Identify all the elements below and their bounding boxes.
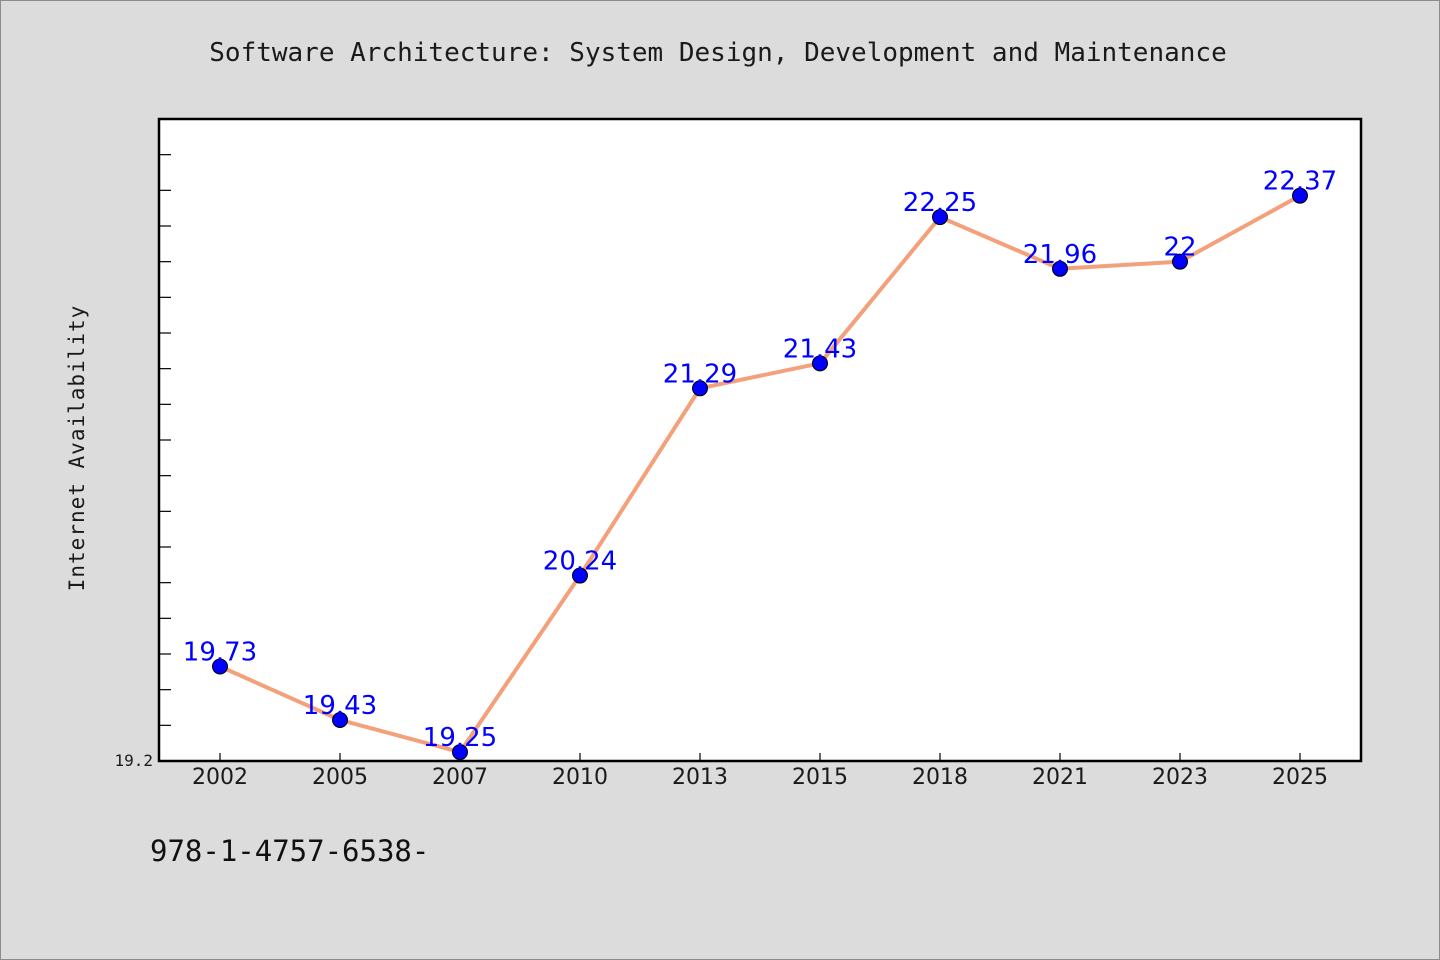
data-label: 21.43 [783, 334, 857, 364]
data-label: 19.43 [303, 691, 377, 721]
x-tick-label: 2010 [552, 765, 608, 790]
data-labels: 19.73 19.43 19.25 20.24 21.29 21.43 22.25 21.96… [183, 167, 1337, 753]
footnote-isbn: 978-1-4757-6538- [150, 834, 430, 868]
plot-area [157, 117, 1363, 763]
data-label: 22.37 [1263, 167, 1337, 197]
x-tick-label: 2002 [192, 765, 248, 790]
y-axis-label: Internet Availability [65, 305, 89, 592]
data-point [212, 658, 228, 675]
data-label: 21.96 [1023, 240, 1097, 270]
data-label: 21.29 [663, 359, 737, 389]
x-tick-label: 2007 [432, 765, 488, 790]
data-label: 19.25 [423, 723, 497, 753]
data-label: 22.25 [903, 188, 977, 218]
x-tick-label: 2013 [672, 765, 728, 790]
data-point [692, 380, 708, 397]
data-point [1052, 260, 1068, 277]
x-tick-label: 2025 [1272, 765, 1328, 790]
data-point [452, 744, 468, 761]
x-axis-ticks: 2002 2005 2007 2010 2013 2015 2018 2021 2023 2025 [192, 753, 1328, 790]
series-line [218, 193, 1302, 755]
data-point [572, 567, 588, 584]
data-point [1292, 187, 1308, 204]
x-tick-label: 2015 [792, 765, 848, 790]
x-tick-label: 2021 [1032, 765, 1088, 790]
data-point [332, 711, 348, 728]
data-point [932, 209, 948, 226]
x-tick-label: 2018 [912, 765, 968, 790]
y-tick-label: 19.2 [114, 751, 153, 770]
data-point [1172, 253, 1188, 270]
data-label: 20.24 [543, 547, 617, 577]
data-label: 19.73 [183, 637, 257, 667]
x-tick-label: 2005 [312, 765, 368, 790]
data-point [812, 355, 828, 372]
y-axis-ticks: 19.2 [114, 118, 171, 770]
chart-title: Software Architecture: System Design, De… [209, 38, 1226, 68]
x-tick-label: 2023 [1152, 765, 1208, 790]
data-label: 22 [1163, 233, 1196, 263]
data-markers [212, 187, 1308, 761]
